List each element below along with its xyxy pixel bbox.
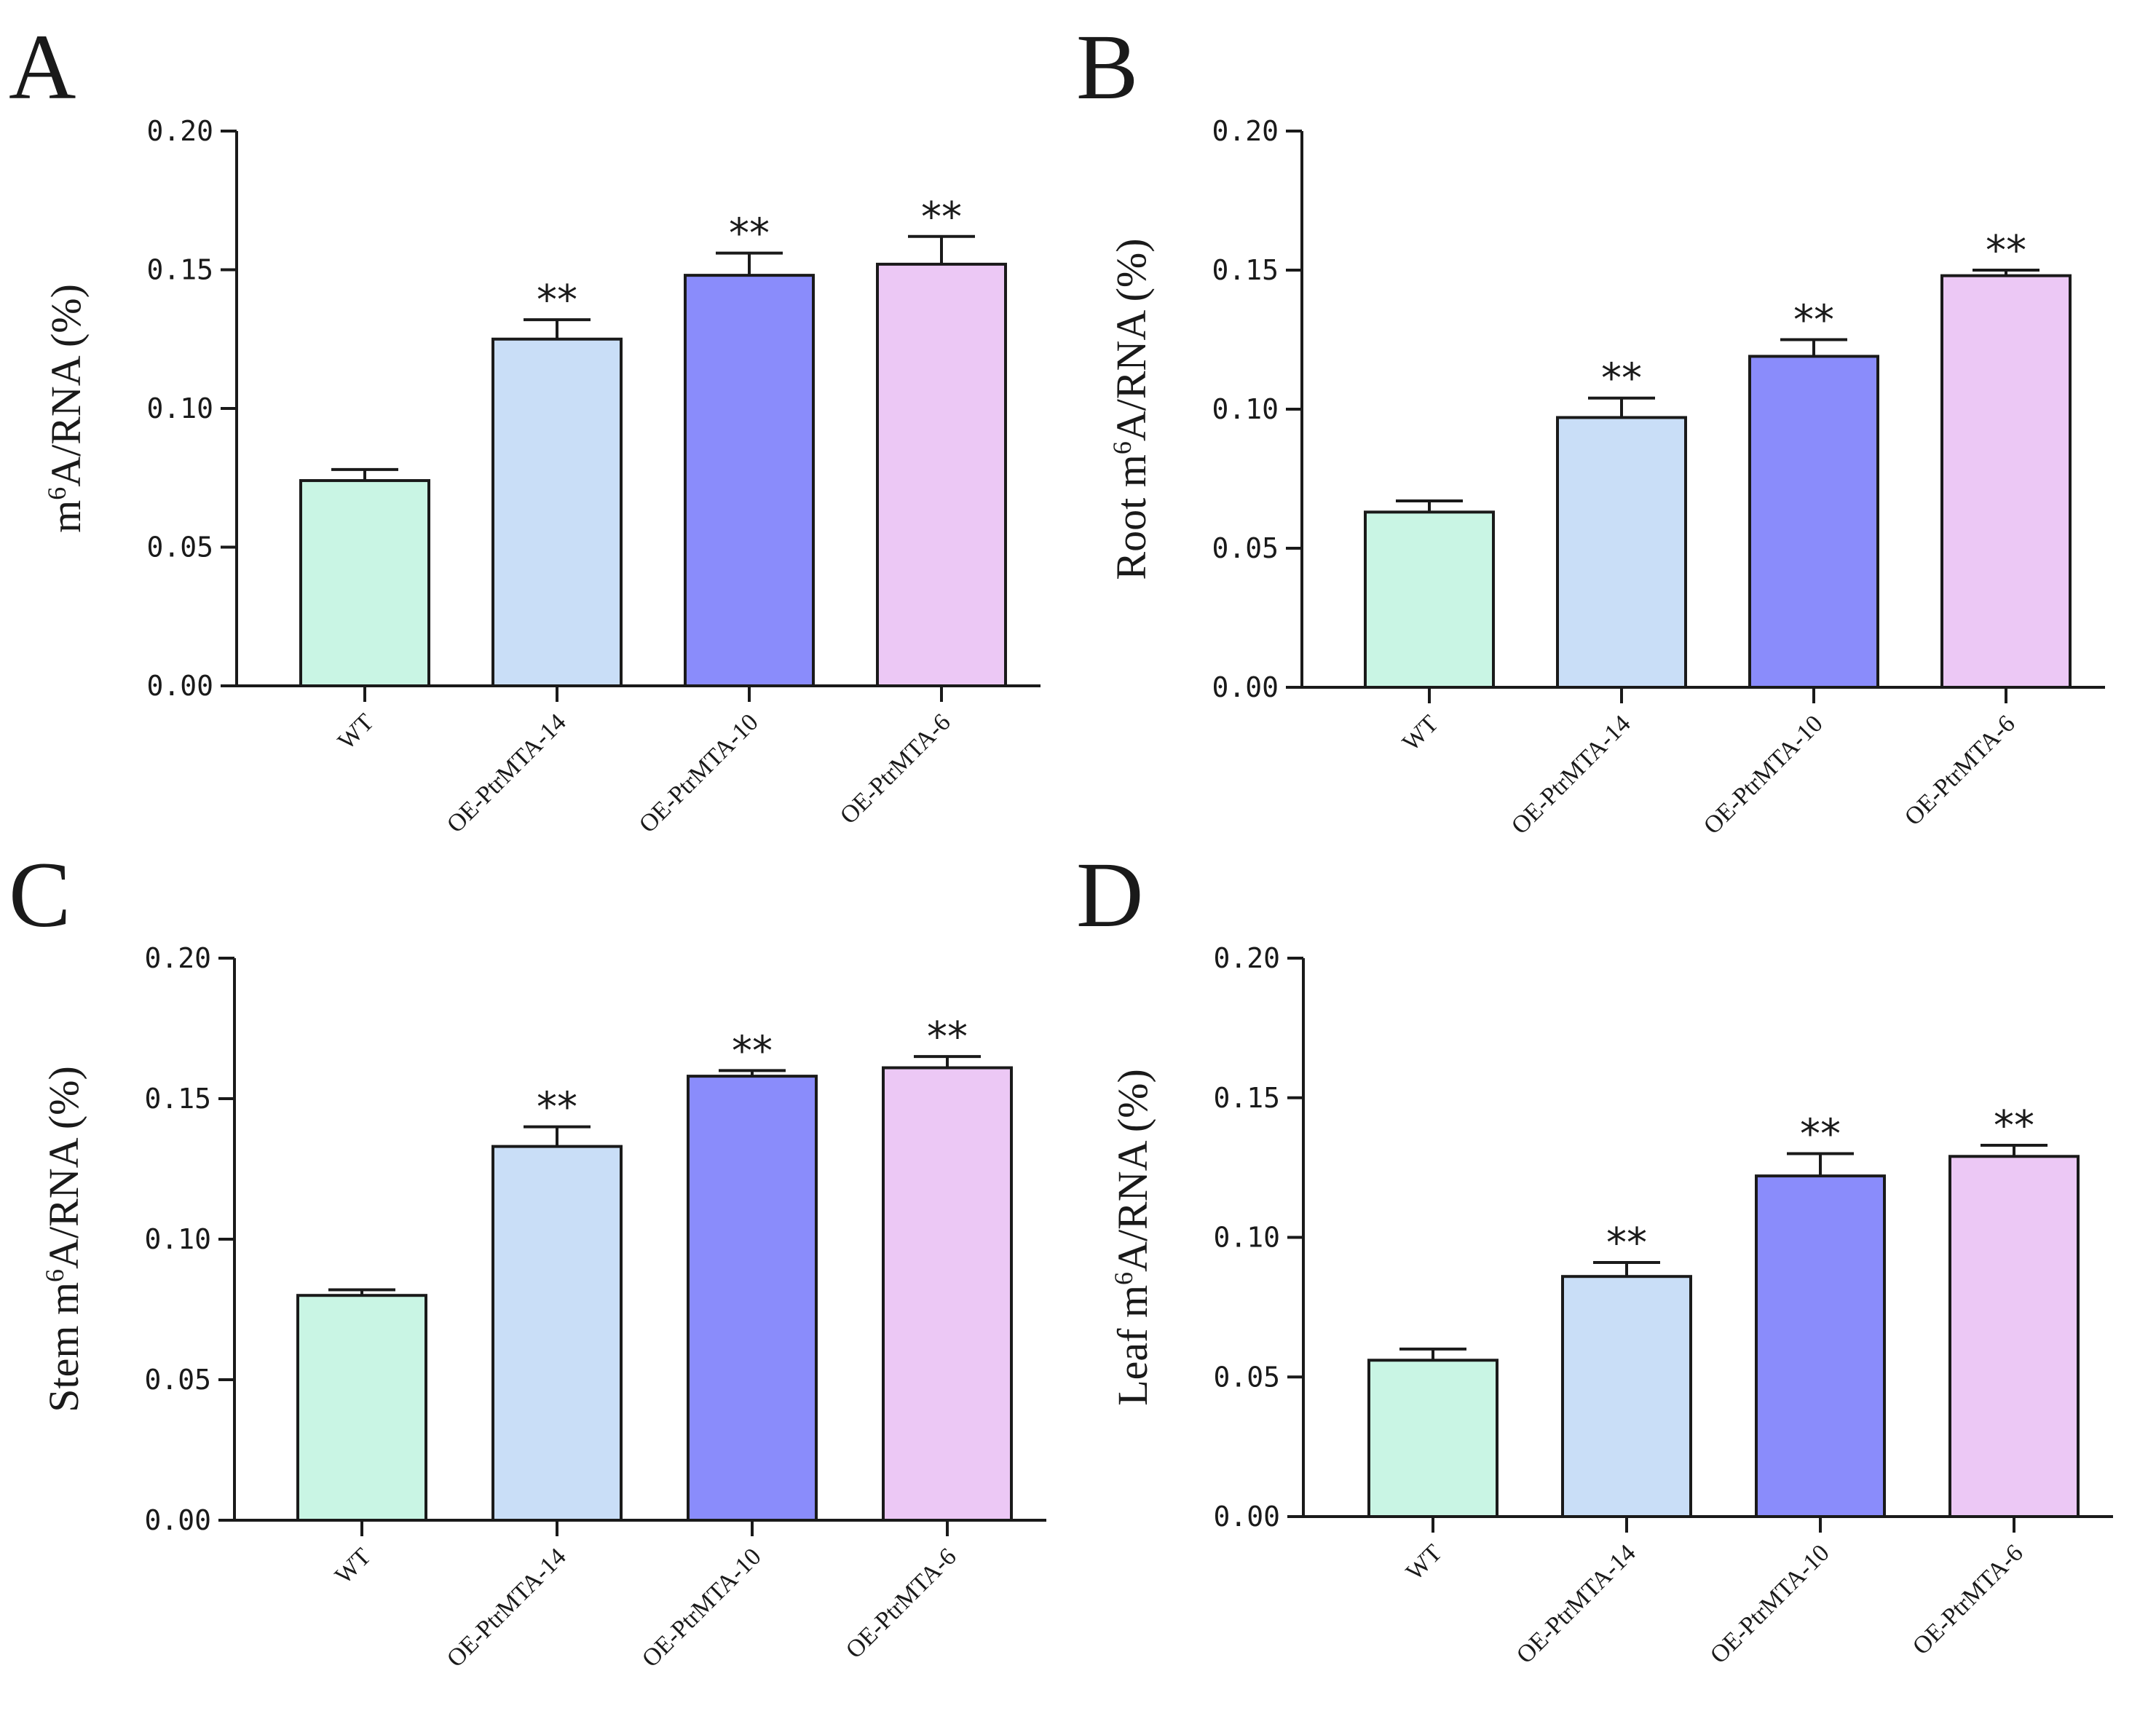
- significance-marker: **: [537, 1084, 577, 1131]
- bar: [491, 337, 623, 687]
- x-tick-label: OE-PtrMTA-14: [442, 1543, 572, 1672]
- y-tick-label: 0.00: [144, 1504, 211, 1536]
- y-tick-label: 0.20: [1212, 115, 1279, 147]
- panel-letter: C: [9, 843, 71, 947]
- bar: [684, 274, 815, 687]
- panel-letter: A: [9, 15, 76, 119]
- y-tick-label: 0.00: [146, 670, 213, 702]
- bar: [1948, 1155, 2080, 1519]
- x-tick-label: OE-PtrMTA-6: [841, 1543, 962, 1664]
- significance-marker: **: [927, 1013, 968, 1061]
- y-tick-label: 0.15: [146, 254, 213, 286]
- bar: [1364, 510, 1495, 689]
- x-tick-label: OE-PtrMTA-6: [1908, 1539, 2029, 1660]
- y-tick-label: 0.15: [1212, 254, 1279, 286]
- y-tick-label: 0.10: [1213, 1222, 1280, 1254]
- x-tick-label: OE-PtrMTA-6: [1900, 710, 2021, 831]
- y-tick-label: 0.00: [1212, 671, 1279, 703]
- x-tick-label: WT: [330, 1543, 376, 1589]
- y-tick-label: 0.00: [1213, 1501, 1280, 1533]
- x-tick-label: OE-PtrMTA-10: [1699, 710, 1828, 839]
- significance-marker: **: [1986, 227, 2026, 274]
- y-axis-label: Root m6A/RNA (%): [1107, 238, 1155, 580]
- bar: [687, 1075, 818, 1522]
- y-tick-label: 0.20: [1213, 942, 1280, 974]
- bar: [296, 1294, 427, 1522]
- bar: [1367, 1359, 1498, 1518]
- x-tick-label: WT: [333, 708, 379, 755]
- significance-marker: **: [1606, 1220, 1647, 1267]
- significance-marker: **: [1800, 1110, 1841, 1158]
- significance-marker: **: [1793, 297, 1834, 344]
- bar: [491, 1145, 623, 1522]
- significance-marker: **: [1601, 355, 1642, 403]
- x-tick-label: OE-PtrMTA-14: [442, 708, 572, 838]
- y-axis-label: m6A/RNA (%): [42, 284, 90, 533]
- significance-marker: **: [729, 210, 770, 258]
- y-axis-label: Leaf m6A/RNA (%): [1109, 1069, 1156, 1406]
- bar: [1748, 355, 1879, 689]
- y-tick-label: 0.05: [144, 1364, 211, 1396]
- significance-marker: **: [921, 194, 962, 241]
- significance-marker: **: [537, 277, 577, 324]
- y-tick-label: 0.15: [1213, 1082, 1280, 1114]
- y-tick-label: 0.10: [144, 1223, 211, 1255]
- y-tick-label: 0.20: [146, 115, 213, 147]
- x-tick-label: OE-PtrMTA-14: [1507, 710, 1636, 839]
- x-tick-label: WT: [1397, 710, 1444, 756]
- x-tick-label: OE-PtrMTA-6: [835, 708, 956, 829]
- chart-panel-a: A 0.00 0.05 0.10 0.15 0.20 m6A/RNA (%) WT ** OE-P…: [9, 15, 1041, 838]
- panel-letter: D: [1076, 843, 1143, 947]
- bar: [1940, 274, 2072, 689]
- bar: [1755, 1174, 1886, 1518]
- y-tick-label: 0.10: [146, 392, 213, 424]
- bar: [1556, 416, 1687, 689]
- y-axis-label: Stem m6A/RNA (%): [40, 1066, 87, 1412]
- bar: [1561, 1275, 1692, 1518]
- chart-panel-d: D 0.00 0.05 0.10 0.15 0.20 Leaf m6A/RNA (%) WT *…: [1076, 843, 2113, 1669]
- y-tick-label: 0.05: [1212, 532, 1279, 564]
- y-tick-label: 0.15: [144, 1083, 211, 1115]
- x-tick-label: OE-PtrMTA-10: [634, 708, 764, 838]
- bar: [876, 262, 1007, 687]
- significance-marker: **: [732, 1027, 773, 1075]
- y-tick-label: 0.20: [144, 942, 211, 974]
- panel-letter: B: [1076, 15, 1138, 119]
- y-tick-label: 0.05: [1213, 1361, 1280, 1393]
- chart-panel-c: C 0.00 0.05 0.10 0.15 0.20 Stem m6A/RNA (%) WT *…: [9, 843, 1046, 1672]
- chart-panel-b: B 0.00 0.05 0.10 0.15 0.20 Root m6A/RNA (%) WT *…: [1076, 15, 2105, 839]
- bar: [882, 1066, 1013, 1522]
- x-tick-label: OE-PtrMTA-14: [1512, 1539, 1641, 1669]
- x-tick-label: OE-PtrMTA-10: [1705, 1539, 1835, 1669]
- bar: [299, 479, 430, 687]
- y-tick-label: 0.05: [146, 531, 213, 564]
- x-tick-label: OE-PtrMTA-10: [637, 1543, 767, 1672]
- y-tick-label: 0.10: [1212, 393, 1279, 425]
- significance-marker: **: [1994, 1102, 2034, 1150]
- x-tick-label: WT: [1401, 1539, 1448, 1586]
